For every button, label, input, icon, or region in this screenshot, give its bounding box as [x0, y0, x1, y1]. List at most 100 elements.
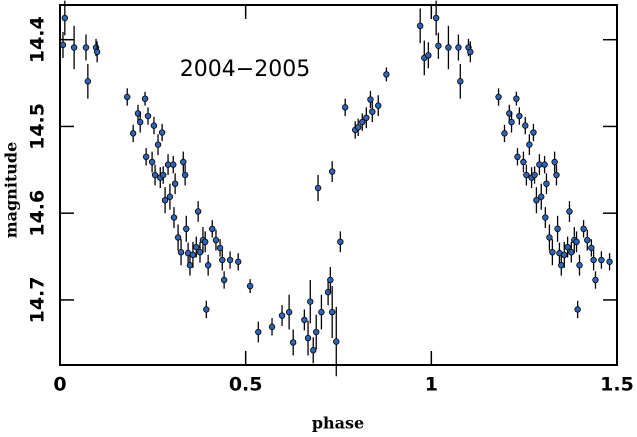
data-point: [341, 104, 349, 111]
plot-frame: [59, 4, 618, 366]
data-point: [592, 276, 599, 284]
data-point: [455, 44, 462, 51]
data-point: [124, 93, 131, 101]
data-point: [93, 48, 101, 56]
data-point: [226, 256, 234, 264]
data-point: [520, 158, 527, 166]
data-point: [561, 251, 568, 259]
data-point: [137, 118, 144, 126]
data-point: [246, 282, 254, 290]
data-point: [514, 153, 521, 161]
data-point: [354, 124, 362, 131]
data-point: [576, 262, 583, 269]
data-point: [501, 130, 508, 137]
data-point: [301, 316, 308, 324]
data-point: [553, 171, 560, 179]
data-point: [212, 236, 220, 244]
data-point: [588, 244, 595, 252]
data-point: [533, 196, 540, 204]
data-point: [457, 78, 464, 85]
data-point: [160, 171, 167, 179]
data-point: [531, 171, 538, 179]
data-point: [193, 243, 200, 251]
data-point: [170, 161, 177, 168]
data-point: [328, 168, 336, 175]
x-tick-label: 1.5: [600, 374, 634, 396]
data-point: [174, 234, 182, 241]
data-point: [158, 129, 166, 136]
x-axis-label: phase: [312, 414, 364, 433]
data-point: [359, 118, 366, 126]
data-point: [307, 298, 314, 305]
data-point: [84, 78, 92, 85]
data-point: [530, 129, 537, 136]
data-point: [549, 249, 556, 256]
data-point: [383, 71, 390, 78]
data-point: [574, 306, 581, 313]
data-point: [314, 184, 322, 192]
data-point: [363, 114, 370, 121]
data-point: [216, 244, 224, 252]
data-point: [164, 161, 172, 168]
data-point: [541, 161, 548, 168]
data-point: [278, 312, 286, 319]
data-point: [543, 180, 550, 187]
y-axis-label: magnitude: [2, 142, 21, 239]
data-point: [467, 48, 474, 56]
data-point: [416, 22, 424, 30]
data-point: [516, 112, 523, 120]
data-point: [566, 208, 573, 215]
x-tick-label: 0.5: [229, 374, 263, 396]
data-point: [255, 328, 262, 336]
data-point: [180, 158, 187, 166]
data-point: [584, 236, 591, 244]
data-point: [432, 14, 440, 22]
data-point: [526, 141, 533, 148]
data-point: [435, 42, 442, 49]
data-point: [161, 196, 169, 204]
data-point: [310, 347, 317, 354]
data-point: [522, 122, 529, 129]
data-point: [508, 118, 515, 126]
data-point: [183, 225, 190, 233]
data-point: [59, 41, 67, 49]
data-point: [209, 225, 216, 233]
data-point: [141, 95, 149, 102]
data-point: [554, 225, 561, 233]
y-tick-label: 14.7: [27, 276, 49, 323]
data-point: [564, 243, 571, 251]
data-point: [328, 308, 336, 316]
data-point: [170, 214, 178, 221]
data-point: [166, 193, 174, 200]
data-point: [367, 96, 374, 103]
data-point: [268, 323, 276, 331]
data-point: [523, 171, 530, 179]
data-point: [495, 93, 502, 101]
data-point: [186, 262, 194, 269]
y-tick-label: 14.4: [27, 16, 49, 63]
data-point: [425, 52, 432, 59]
data-point: [235, 258, 242, 265]
data-point: [151, 171, 159, 179]
data-point: [61, 14, 69, 22]
data-point: [220, 276, 228, 284]
data-point: [590, 256, 597, 264]
data-point: [333, 338, 340, 345]
annotation: 2004−2005: [180, 57, 310, 82]
data-point: [606, 258, 613, 265]
data-point: [204, 262, 212, 269]
data-point: [327, 276, 334, 284]
data-point: [189, 251, 197, 259]
data-point: [289, 339, 297, 346]
data-point: [542, 214, 549, 221]
data-point: [219, 256, 226, 264]
data-point: [598, 256, 605, 264]
data-point: [150, 122, 158, 129]
data-point: [536, 161, 543, 168]
data-point: [129, 130, 137, 137]
data-point: [196, 249, 204, 256]
y-tick-label: 14.6: [27, 190, 49, 237]
data-point: [203, 306, 210, 313]
data-point: [369, 108, 376, 115]
data-point: [445, 44, 452, 51]
